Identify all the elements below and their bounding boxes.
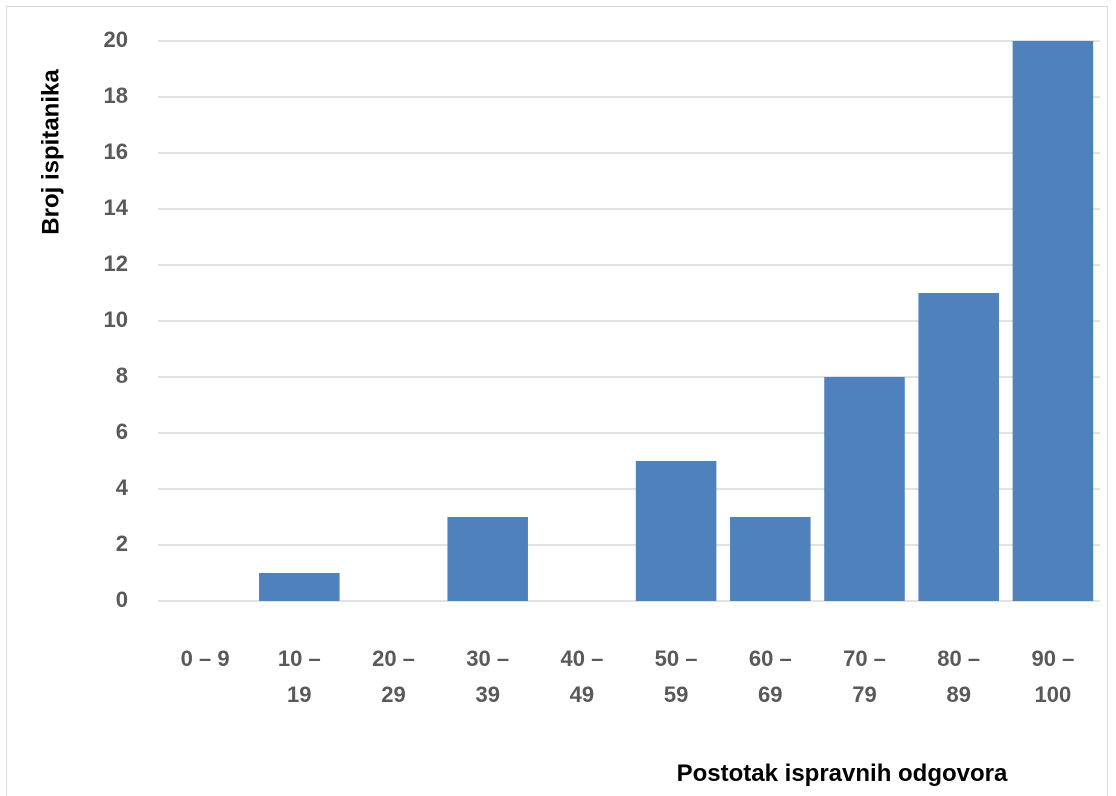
x-tick-label: 70 – xyxy=(843,646,886,671)
y-tick-label: 10 xyxy=(104,307,128,332)
y-tick-label: 8 xyxy=(116,363,128,388)
x-tick-label: 19 xyxy=(287,682,311,707)
x-tick-label: 100 xyxy=(1035,682,1072,707)
y-tick-label: 18 xyxy=(104,83,128,108)
bar xyxy=(259,573,340,601)
y-axis-title: Broj ispitanika xyxy=(37,69,64,235)
x-axis-title: Postotak ispravnih odgovora xyxy=(677,760,1008,787)
x-tick-label: 49 xyxy=(570,682,594,707)
x-tick-label: 59 xyxy=(664,682,688,707)
y-tick-label: 12 xyxy=(104,251,128,276)
x-tick-label: 79 xyxy=(852,682,876,707)
x-tick-label: 40 – xyxy=(560,646,603,671)
x-tick-label: 80 – xyxy=(937,646,980,671)
y-tick-label: 14 xyxy=(104,195,129,220)
gridlines xyxy=(158,40,1100,602)
x-tick-label: 90 – xyxy=(1031,646,1074,671)
bars xyxy=(259,41,1094,601)
x-tick-label: 10 – xyxy=(278,646,321,671)
y-tick-label: 6 xyxy=(116,419,128,444)
x-tick-label: 89 xyxy=(946,682,970,707)
y-tick-labels: 0 2 4 6 8 10 12 14 16 18 20 xyxy=(104,27,129,612)
y-tick-label: 2 xyxy=(116,531,128,556)
x-tick-label: 29 xyxy=(381,682,405,707)
bar xyxy=(1012,41,1094,601)
bar xyxy=(447,517,528,601)
x-tick-label: 30 – xyxy=(466,646,509,671)
x-tick-labels: 0 – 9 10 – 19 20 – 29 30 – 39 40 – 49 50 – 59 60 – 6… xyxy=(181,646,1075,707)
y-tick-label: 4 xyxy=(116,475,129,500)
x-tick-label: 39 xyxy=(475,682,499,707)
x-tick-label: 0 – 9 xyxy=(181,646,230,671)
x-tick-label: 60 – xyxy=(749,646,792,671)
x-tick-label: 20 – xyxy=(372,646,415,671)
x-tick-label: 50 – xyxy=(655,646,698,671)
x-tick-label: 69 xyxy=(758,682,782,707)
y-tick-label: 16 xyxy=(104,139,128,164)
y-tick-label: 0 xyxy=(116,587,128,612)
bar xyxy=(730,517,811,601)
bar xyxy=(824,377,905,601)
bar xyxy=(918,293,999,601)
bar xyxy=(635,461,717,601)
y-tick-label: 20 xyxy=(104,27,128,52)
